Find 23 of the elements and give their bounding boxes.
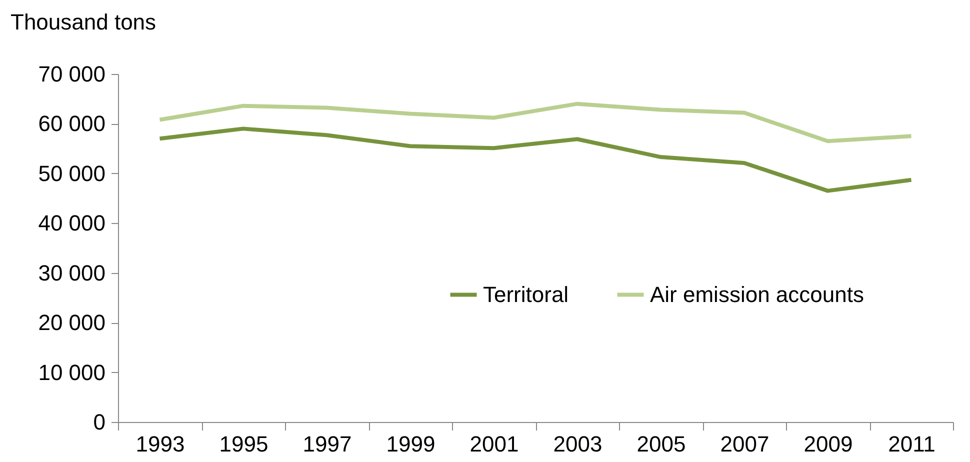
y-tick-label: 20 000 [38,310,106,336]
y-tick-label: 50 000 [38,160,106,186]
x-tick-label: 1995 [219,432,268,456]
x-tick-label: 2007 [720,432,770,456]
y-tick-label: 40 000 [38,210,106,236]
y-tick-label: 0 [93,410,106,434]
y-axis-title: Thousand tons [10,10,156,34]
x-tick-label: 1999 [386,432,436,456]
x-tick-label: 1997 [302,432,352,456]
x-tick-label: 2003 [553,432,602,456]
x-tick-label: 2001 [470,432,519,456]
legend-label: Territoral [483,282,569,307]
x-tick-label: 2009 [804,432,853,456]
y-tick-label: 10 000 [38,360,106,385]
y-tick-label: 30 000 [38,260,106,286]
y-tick-label: 60 000 [38,111,106,136]
x-tick-label: 2011 [888,432,936,456]
line-series [158,126,914,193]
x-tick-label: 2005 [636,432,686,456]
y-tick-label: 70 000 [38,62,106,86]
line-series [158,102,914,144]
legend-label: Air emission accounts [650,282,864,307]
x-tick-label: 1993 [136,432,185,456]
